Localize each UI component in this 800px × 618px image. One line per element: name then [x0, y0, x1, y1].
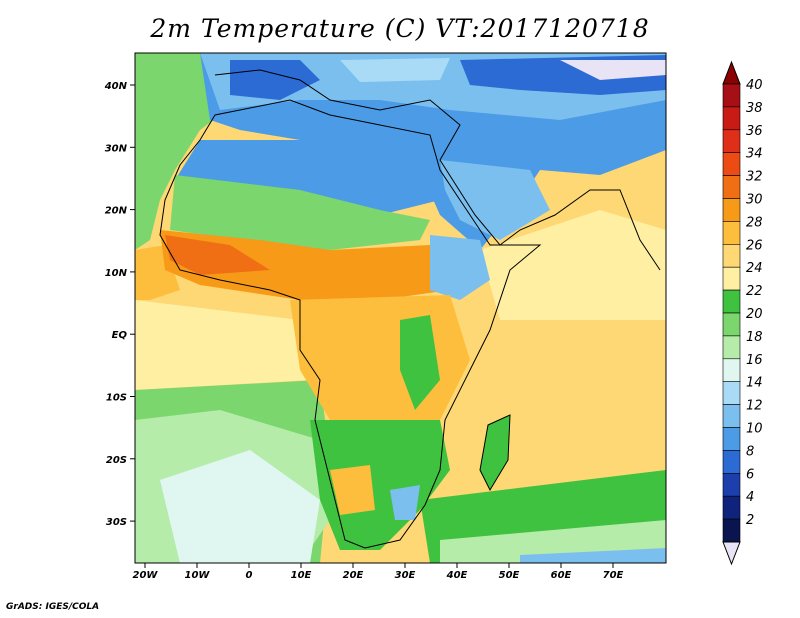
colorbar-swatch — [722, 221, 741, 245]
latitude-axis: 40N 30N 20N 10N EQ 10S 20S 30S — [104, 81, 135, 528]
colorbar-swatch — [722, 358, 741, 382]
colorbar-legend: 40 38 36 34 32 30 28 26 24 22 20 18 16 14 12 10 8 6 4 2 — [722, 60, 763, 566]
lat-tick-label: 20S — [106, 455, 127, 466]
lon-tick-label: 20E — [343, 570, 364, 581]
colorbar-swatch — [722, 244, 741, 268]
colorbar-label: 28 — [746, 215, 763, 230]
colorbar-label: 18 — [746, 330, 763, 345]
colorbar-label: 8 — [746, 444, 754, 459]
lon-tick-label: 0 — [246, 570, 253, 581]
colorbar-swatch — [722, 495, 741, 520]
lon-tick-label: 70E — [603, 570, 624, 581]
colorbar-label: 12 — [746, 399, 763, 414]
lon-tick-label: 40E — [446, 570, 468, 581]
temperature-field — [135, 53, 666, 563]
coastlines — [159, 69, 661, 549]
colorbar-label: 22 — [746, 284, 763, 299]
colorbar-swatch — [722, 198, 741, 222]
lon-tick-label: 50E — [499, 570, 520, 581]
colorbar-overflow-low — [722, 541, 741, 566]
chart-title: 2m Temperature (C) VT:2017120718 — [150, 14, 650, 43]
lon-tick-label: 10E — [291, 570, 312, 581]
lat-tick-label: 30S — [106, 517, 127, 528]
longitude-axis: 20W 10W 0 10E 20E 30E 40E 50E 60E 70E — [133, 563, 624, 581]
lon-tick-label: 30E — [395, 570, 416, 581]
colorbar-overflow-high — [722, 60, 741, 85]
colorbar-swatch — [722, 175, 741, 199]
lon-tick-label: 20W — [133, 570, 159, 581]
colorbar-label: 2 — [746, 513, 754, 528]
colorbar-swatch — [722, 518, 741, 543]
colorbar-label: 32 — [746, 170, 763, 185]
colorbar-swatch — [722, 472, 741, 497]
colorbar-label: 24 — [746, 261, 763, 276]
lat-tick-label: EQ — [112, 330, 128, 341]
colorbar-label: 36 — [746, 124, 763, 139]
colorbar-swatch — [722, 335, 741, 360]
colorbar-label: 38 — [746, 101, 763, 116]
colorbar-label: 14 — [746, 376, 763, 391]
lat-tick-label: 20N — [105, 206, 128, 217]
colorbar-swatch — [722, 129, 741, 154]
colorbar-label: 4 — [746, 490, 754, 505]
colorbar-swatch — [722, 404, 741, 428]
lat-tick-label: 10N — [105, 268, 128, 279]
colorbar-label: 16 — [746, 353, 763, 368]
colorbar-swatch — [722, 427, 741, 451]
colorbar-label: 10 — [746, 422, 763, 437]
lon-tick-label: 60E — [551, 570, 572, 581]
plot-frame — [134, 52, 667, 564]
colorbar-swatch — [722, 83, 741, 108]
colorbar-label: 26 — [746, 238, 763, 253]
colorbar-label: 20 — [746, 307, 763, 322]
lon-tick-label: 10W — [185, 570, 211, 581]
colorbar-swatch — [722, 381, 741, 405]
colorbar-label: 6 — [746, 467, 754, 482]
colorbar-label: 40 — [746, 78, 763, 93]
colorbar-swatch — [722, 450, 741, 474]
colorbar-label: 30 — [746, 193, 763, 208]
colorbar-swatch — [722, 289, 741, 314]
footer-credit: GrADS: IGES/COLA — [6, 602, 100, 612]
colorbar-swatch — [722, 266, 741, 291]
colorbar-swatch — [722, 312, 741, 337]
lat-tick-label: 10S — [106, 393, 127, 404]
colorbar-label: 34 — [746, 147, 763, 162]
lat-tick-label: 40N — [104, 81, 128, 92]
lat-tick-label: 30N — [105, 143, 128, 154]
colorbar-swatch — [722, 152, 741, 176]
colorbar-swatch — [722, 106, 741, 131]
